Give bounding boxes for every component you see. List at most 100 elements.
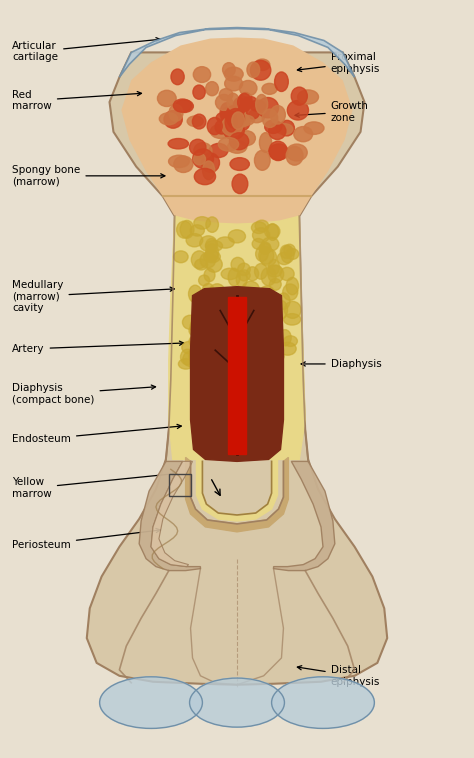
Ellipse shape <box>283 336 297 346</box>
Ellipse shape <box>283 284 298 300</box>
Ellipse shape <box>173 99 191 112</box>
Ellipse shape <box>206 244 219 260</box>
Ellipse shape <box>201 353 212 365</box>
Ellipse shape <box>209 143 228 158</box>
Bar <box>169 475 191 496</box>
Ellipse shape <box>255 220 269 232</box>
Text: Yellow
marrow: Yellow marrow <box>12 471 177 499</box>
Text: Medullary
(marrow)
cavity: Medullary (marrow) cavity <box>12 280 174 313</box>
Ellipse shape <box>232 99 249 115</box>
Ellipse shape <box>246 298 262 316</box>
Ellipse shape <box>259 247 274 265</box>
Text: Periosteum: Periosteum <box>12 528 160 550</box>
Text: Spongy bone
(marrow): Spongy bone (marrow) <box>12 165 165 186</box>
Ellipse shape <box>255 59 270 70</box>
Ellipse shape <box>194 217 210 229</box>
Ellipse shape <box>228 113 245 125</box>
Ellipse shape <box>181 349 194 365</box>
Ellipse shape <box>175 100 193 112</box>
Ellipse shape <box>177 221 192 238</box>
Ellipse shape <box>231 257 245 271</box>
Ellipse shape <box>269 141 287 161</box>
Ellipse shape <box>233 291 246 306</box>
Polygon shape <box>169 216 305 459</box>
Ellipse shape <box>269 144 288 160</box>
Ellipse shape <box>190 319 203 334</box>
Ellipse shape <box>200 363 210 381</box>
Ellipse shape <box>284 244 295 257</box>
Ellipse shape <box>216 95 232 111</box>
Ellipse shape <box>225 111 237 132</box>
Ellipse shape <box>291 87 307 105</box>
Ellipse shape <box>242 281 259 296</box>
Ellipse shape <box>280 268 294 280</box>
Ellipse shape <box>250 61 271 80</box>
Ellipse shape <box>236 115 255 126</box>
Polygon shape <box>121 38 353 224</box>
Ellipse shape <box>238 131 255 146</box>
Ellipse shape <box>247 62 260 77</box>
Ellipse shape <box>206 217 219 233</box>
Ellipse shape <box>247 329 258 342</box>
Ellipse shape <box>228 268 240 286</box>
Ellipse shape <box>204 268 215 282</box>
Ellipse shape <box>232 174 248 193</box>
Ellipse shape <box>217 334 228 349</box>
Ellipse shape <box>239 92 252 110</box>
Text: Artery: Artery <box>12 341 183 354</box>
Ellipse shape <box>220 103 233 123</box>
Ellipse shape <box>287 249 299 259</box>
Ellipse shape <box>194 168 216 185</box>
Ellipse shape <box>255 150 270 171</box>
Ellipse shape <box>264 329 276 346</box>
Ellipse shape <box>205 250 218 262</box>
Ellipse shape <box>191 338 203 356</box>
Ellipse shape <box>262 83 277 94</box>
Ellipse shape <box>193 85 205 99</box>
Ellipse shape <box>202 161 215 180</box>
Ellipse shape <box>216 304 227 318</box>
Ellipse shape <box>216 356 228 373</box>
Ellipse shape <box>215 311 231 322</box>
Ellipse shape <box>200 236 217 252</box>
Ellipse shape <box>237 93 251 111</box>
Ellipse shape <box>190 678 284 727</box>
Text: Distal
epiphysis: Distal epiphysis <box>297 666 380 687</box>
Ellipse shape <box>237 263 250 276</box>
Ellipse shape <box>207 117 222 135</box>
Ellipse shape <box>227 108 245 129</box>
Ellipse shape <box>157 90 176 107</box>
Ellipse shape <box>262 237 279 251</box>
Ellipse shape <box>226 106 239 125</box>
Ellipse shape <box>259 286 275 302</box>
Ellipse shape <box>287 101 309 120</box>
Polygon shape <box>87 52 387 684</box>
Ellipse shape <box>223 121 244 139</box>
Ellipse shape <box>250 289 261 302</box>
Ellipse shape <box>230 114 250 127</box>
Ellipse shape <box>206 82 219 96</box>
Ellipse shape <box>259 242 271 254</box>
Ellipse shape <box>217 237 234 248</box>
Ellipse shape <box>197 326 214 341</box>
Text: Diaphysis: Diaphysis <box>301 359 382 369</box>
Ellipse shape <box>277 301 288 319</box>
Ellipse shape <box>262 322 277 336</box>
Ellipse shape <box>255 264 267 279</box>
Polygon shape <box>139 462 201 571</box>
Ellipse shape <box>208 354 225 368</box>
Ellipse shape <box>189 351 204 362</box>
Ellipse shape <box>209 283 225 299</box>
Ellipse shape <box>202 283 214 296</box>
Ellipse shape <box>239 80 257 96</box>
Ellipse shape <box>193 149 213 168</box>
Ellipse shape <box>284 302 301 318</box>
Ellipse shape <box>194 143 212 158</box>
Ellipse shape <box>237 111 250 123</box>
Ellipse shape <box>180 221 194 238</box>
Ellipse shape <box>237 346 252 358</box>
Ellipse shape <box>169 155 190 168</box>
Ellipse shape <box>269 278 281 290</box>
Ellipse shape <box>225 77 243 91</box>
Ellipse shape <box>255 95 268 114</box>
